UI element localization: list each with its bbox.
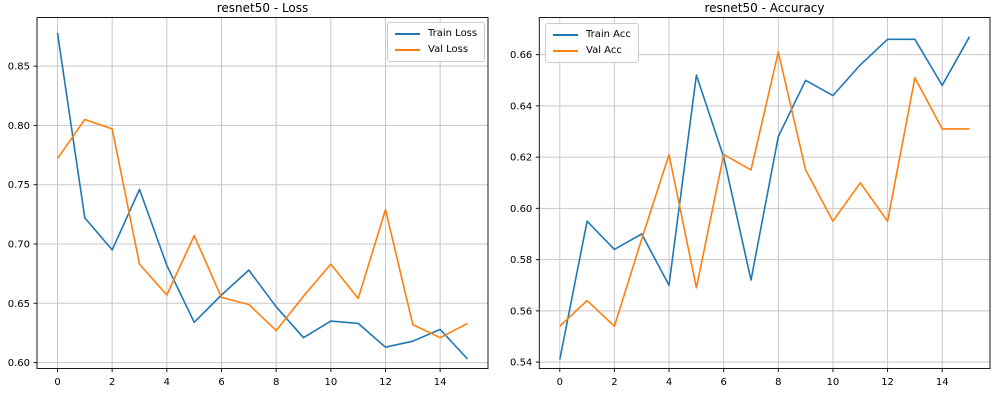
- accuracy-legend: Train Acc Val Acc: [545, 23, 639, 63]
- legend-label: Train Loss: [428, 28, 478, 39]
- y-tick-label: 0.64: [510, 101, 532, 112]
- x-tick-label: 12: [881, 377, 894, 388]
- y-tick-label: 0.80: [8, 121, 30, 132]
- val-loss-line: [56, 118, 468, 339]
- x-tick-label: 10: [827, 377, 840, 388]
- loss-legend: Train Loss Val Loss: [387, 22, 486, 62]
- y-tick-label: 0.56: [510, 306, 532, 317]
- x-tick-label: 4: [666, 377, 672, 388]
- x-tick-label: 4: [164, 377, 170, 388]
- y-tick-label: 0.66: [510, 50, 532, 61]
- loss-chart-title: resnet50 - Loss: [216, 1, 309, 15]
- legend-entry: Val Loss: [395, 44, 477, 56]
- x-tick-label: 0: [54, 377, 60, 388]
- axes-frame: [538, 17, 991, 369]
- val-acc-line: [559, 51, 970, 328]
- y-tick-label: 0.58: [510, 255, 532, 266]
- y-tick-label: 0.60: [510, 204, 532, 215]
- x-tick-label: 2: [611, 377, 617, 388]
- legend-label: Val Loss: [428, 44, 469, 55]
- legend-label: Val Acc: [586, 45, 622, 56]
- val-acc-swatch-icon: [553, 50, 578, 52]
- x-tick-label: 8: [775, 377, 781, 388]
- x-tick-label: 14: [434, 377, 447, 388]
- accuracy-plot: 0 2 4 6 8 10 12 14 0.54 0.56 0.58 0.60 0.62 0.64 0.66: [510, 17, 991, 388]
- val-loss-swatch-icon: [395, 49, 420, 51]
- legend-entry: Val Acc: [553, 45, 631, 57]
- train-loss-line: [56, 32, 469, 360]
- x-tick-label: 8: [273, 377, 279, 388]
- legend-label: Train Acc: [586, 29, 631, 40]
- y-tick-label: 0.65: [8, 299, 30, 310]
- train-acc-line: [559, 36, 971, 360]
- y-tick-label: 0.62: [510, 153, 532, 164]
- axes-frame: [36, 17, 489, 369]
- x-tick-label: 2: [109, 377, 115, 388]
- y-tick-label: 0.54: [510, 358, 532, 369]
- x-tick-label: 12: [379, 377, 392, 388]
- x-tick-label: 0: [557, 377, 563, 388]
- y-tick-label: 0.70: [8, 239, 30, 250]
- x-tick-label: 6: [720, 377, 726, 388]
- x-tick-label: 10: [324, 377, 337, 388]
- train-acc-swatch-icon: [553, 34, 578, 36]
- loss-plot: 0 2 4 6 8 10 12 14 0.60 0.65 0.70 0.75 0.80 0.85: [8, 17, 489, 388]
- x-tick-label: 6: [218, 377, 224, 388]
- x-tick-label: 14: [936, 377, 949, 388]
- y-tick-label: 0.60: [8, 358, 30, 369]
- y-tick-label: 0.85: [8, 62, 30, 73]
- legend-entry: Train Loss: [395, 28, 477, 40]
- accuracy-chart-title: resnet50 - Accuracy: [704, 1, 825, 15]
- y-tick-label: 0.75: [8, 180, 30, 191]
- train-loss-swatch-icon: [395, 33, 420, 35]
- legend-entry: Train Acc: [553, 29, 631, 41]
